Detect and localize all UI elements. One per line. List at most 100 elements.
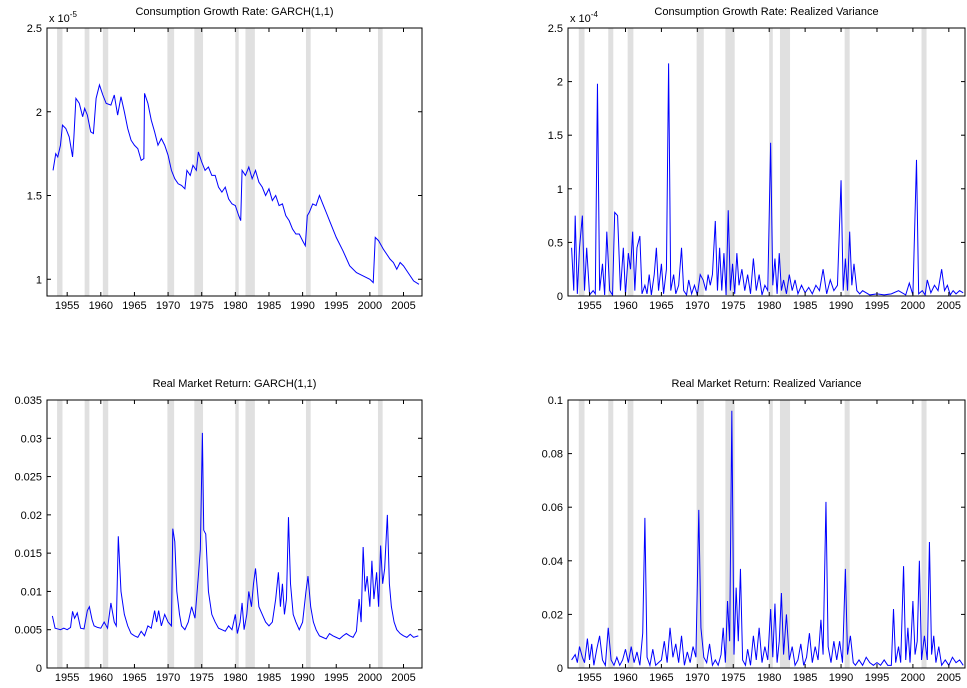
y-tick-label: 0.015 [14,548,42,560]
shaded-period [194,28,204,296]
x-tick-label: 1985 [257,300,281,312]
y-tick-label: 0.5 [548,237,563,249]
shaded-period [167,400,175,668]
y-tick-label: 2.5 [27,23,42,35]
y-exponent: x 10-5 [49,10,77,25]
x-tick-label: 1980 [223,300,247,312]
x-tick-label: 1955 [577,300,601,312]
shaded-period [725,28,735,296]
subplot: 1955 1960 1965 1970 1975 1980 1985 1990 1995 2000… [27,6,423,312]
shaded-period [84,28,90,296]
x-tick-label: 1995 [324,672,348,684]
x-tick-label: 1960 [89,300,113,312]
shaded-period [627,400,634,668]
shaded-period [578,28,585,296]
x-tick-label: 1980 [223,672,247,684]
x-tick-label: 2000 [901,672,925,684]
x-tick-label: 1970 [685,672,709,684]
y-exponent-power: -4 [591,10,599,19]
subplot: 1955 1960 1965 1970 1975 1980 1985 1990 1995 2000… [14,378,423,684]
y-tick-label: 2.5 [548,23,563,35]
y-tick-label: 1.5 [548,130,563,142]
x-tick-label: 2005 [391,300,415,312]
x-tick-label: 1965 [122,300,146,312]
data-line [571,410,964,668]
y-tick-label: 0 [557,663,563,675]
y-tick-label: 0.035 [14,395,42,407]
shaded-period [921,400,927,668]
y-tick-label: 0.04 [542,556,563,568]
axes-box [46,27,423,297]
shaded-period [725,400,735,668]
y-tick-label: 1 [36,274,42,286]
x-tick-label: 1995 [865,672,889,684]
shaded-period [305,400,311,668]
shaded-period [102,400,109,668]
subplot: 1955 1960 1965 1970 1975 1980 1985 1990 1995 2000… [542,378,966,684]
x-tick-label: 1995 [324,300,348,312]
x-tick-label: 1990 [290,300,314,312]
data-line [51,432,419,640]
shaded-period [245,28,255,296]
shaded-period [844,28,850,296]
y-tick-label: 0 [557,291,563,303]
chart-title: Real Market Return: GARCH(1,1) [153,378,317,390]
x-tick-label: 1960 [89,672,113,684]
y-tick-label: 2 [557,77,563,89]
plot-area [52,28,420,296]
plot-area [51,400,419,668]
shaded-period [627,28,634,296]
x-tick-label: 1955 [55,300,79,312]
shaded-period [57,400,63,668]
shaded-period [377,28,383,296]
shaded-period [769,400,773,668]
shaded-period [921,28,927,296]
y-exponent: x 10-4 [570,10,598,25]
shaded-period [245,400,255,668]
x-tick-label: 2005 [391,672,415,684]
x-tick-label: 1970 [156,300,180,312]
x-tick-label: 1965 [649,672,673,684]
x-tick-label: 1975 [721,672,745,684]
x-tick-label: 1955 [55,672,79,684]
x-tick-label: 2005 [937,300,961,312]
x-tick-label: 1955 [577,672,601,684]
y-tick-label: 0.025 [14,472,42,484]
y-tick-label: 0 [36,663,42,675]
x-tick-label: 1960 [613,672,637,684]
x-tick-label: 1995 [865,300,889,312]
x-tick-label: 1985 [257,672,281,684]
axes-box [46,399,423,669]
shaded-period [779,28,791,296]
subplot: 1955 1960 1965 1970 1975 1980 1985 1990 1995 2000… [548,6,966,312]
y-tick-label: 0.06 [542,502,563,514]
y-tick-label: 0.1 [548,395,563,407]
y-exponent-power: -5 [70,10,78,19]
x-tick-label: 1990 [290,672,314,684]
axes-box [567,399,966,669]
shaded-period [57,28,63,296]
shaded-period [578,400,585,668]
shaded-period [696,400,704,668]
x-tick-label: 1970 [156,672,180,684]
y-tick-label: 0.01 [21,586,42,598]
x-tick-label: 1975 [189,300,213,312]
axes-box [567,27,966,297]
y-exponent-base: x 10 [570,13,591,25]
shaded-period [167,28,175,296]
y-tick-label: 2 [36,107,42,119]
chart-title: Consumption Growth Rate: GARCH(1,1) [135,6,333,18]
chart-title: Real Market Return: Realized Variance [672,378,862,390]
y-tick-label: 0.005 [14,625,42,637]
shaded-period [235,28,239,296]
shaded-period [844,400,850,668]
x-tick-label: 1990 [829,672,853,684]
x-tick-label: 2005 [937,672,961,684]
x-tick-label: 2000 [358,672,382,684]
x-tick-label: 1990 [829,300,853,312]
y-tick-label: 0.08 [542,449,563,461]
shaded-period [696,28,704,296]
shaded-period [608,400,614,668]
x-tick-label: 2000 [358,300,382,312]
data-line [571,63,964,296]
